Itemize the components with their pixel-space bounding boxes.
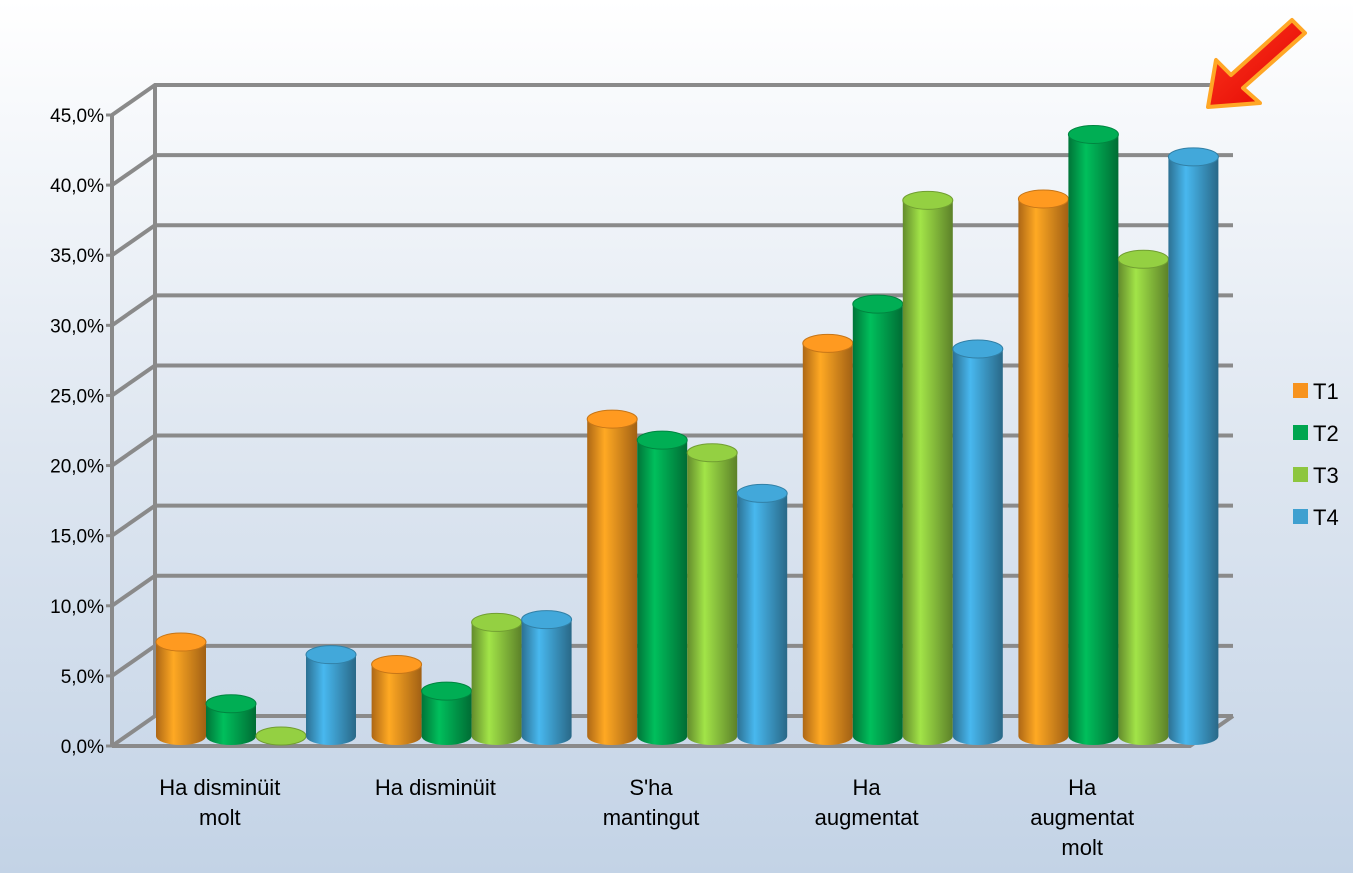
bar <box>1017 189 1069 746</box>
bars <box>155 124 1219 746</box>
red-arrow-annotation <box>1206 18 1307 109</box>
bar <box>521 610 573 745</box>
y-tick-label: 0,0% <box>61 737 104 758</box>
y-tick-label: 5,0% <box>61 667 104 688</box>
bar <box>736 483 788 745</box>
x-category-label: S'ha mantingut <box>603 775 700 830</box>
x-axis-categories: Ha disminüit molt Ha disminüit S'ha mantingu… <box>159 775 1134 860</box>
bar <box>802 333 854 745</box>
bar <box>902 190 954 746</box>
gridline <box>110 83 1233 117</box>
legend-label: T4 <box>1313 505 1339 530</box>
y-tick-label: 10,0% <box>50 597 104 618</box>
legend-swatch <box>1293 467 1308 482</box>
gridline <box>110 153 1233 187</box>
y-tick-label: 20,0% <box>50 457 104 478</box>
bar <box>421 681 473 745</box>
bar <box>255 726 307 746</box>
bar <box>1117 249 1169 745</box>
bar <box>636 430 688 745</box>
x-category-label: Ha augmentat molt <box>1030 775 1134 860</box>
legend-label: T1 <box>1313 379 1339 404</box>
y-tick-label: 30,0% <box>50 316 104 337</box>
bar <box>471 612 523 745</box>
y-axis-ticks: 0,0% 5,0% 10,0% 15,0% 20,0% 25,0% 30,0% 35,0% 40… <box>50 106 104 758</box>
legend-swatch <box>1293 383 1308 398</box>
bar <box>371 654 423 745</box>
legend-swatch <box>1293 425 1308 440</box>
y-tick-label: 45,0% <box>50 106 104 127</box>
legend-item: T1 <box>1293 379 1339 404</box>
bar <box>305 645 357 745</box>
bar <box>205 694 257 745</box>
bar <box>952 339 1004 745</box>
x-category-label: Ha disminüit molt <box>159 775 280 830</box>
bar <box>155 632 207 745</box>
y-tick-label: 40,0% <box>50 176 104 197</box>
y-tick-label: 25,0% <box>50 386 104 407</box>
axes <box>106 85 1235 748</box>
legend-item: T2 <box>1293 421 1339 446</box>
y-tick-label: 15,0% <box>50 527 104 548</box>
legend-item: T4 <box>1293 505 1339 530</box>
x-axis-line <box>112 714 1235 748</box>
legend-label: T2 <box>1313 421 1339 446</box>
bar <box>1167 147 1219 746</box>
bar <box>586 409 638 745</box>
y-tick-label: 35,0% <box>50 246 104 267</box>
x-category-label: Ha disminüit <box>375 775 496 800</box>
x-category-label: Ha augmentat <box>815 775 919 830</box>
legend-item: T3 <box>1293 463 1339 488</box>
legend-swatch <box>1293 509 1308 524</box>
bar <box>686 443 738 745</box>
bar <box>852 294 904 745</box>
bar <box>1067 124 1119 746</box>
legend: T1 T2 T3 T4 <box>1293 379 1339 530</box>
legend-label: T3 <box>1313 463 1339 488</box>
